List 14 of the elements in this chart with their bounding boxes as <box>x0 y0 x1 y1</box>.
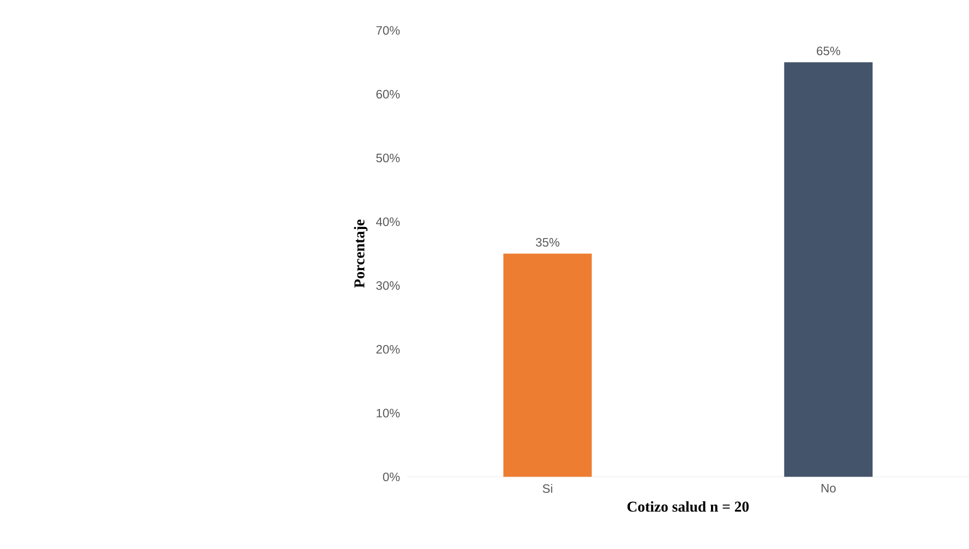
data-label: 65% <box>816 46 840 56</box>
y-tick-label: 70% <box>376 26 400 35</box>
y-axis-title: Porcentaje <box>354 220 368 288</box>
x-axis-title: Cotizo salud n = 20 <box>627 501 749 512</box>
y-tick-label: 20% <box>376 345 400 354</box>
y-tick-label: 50% <box>376 154 400 162</box>
x-tick-label: Si <box>542 484 552 493</box>
data-label: 35% <box>536 238 560 247</box>
x-tick-label: No <box>822 484 836 492</box>
y-tick-label: 0% <box>383 472 400 482</box>
y-tick-label: 30% <box>376 281 400 290</box>
y-tick-label: 60% <box>376 90 400 99</box>
y-tick-label: 10% <box>376 408 400 418</box>
y-tick-label: 40% <box>376 217 400 226</box>
